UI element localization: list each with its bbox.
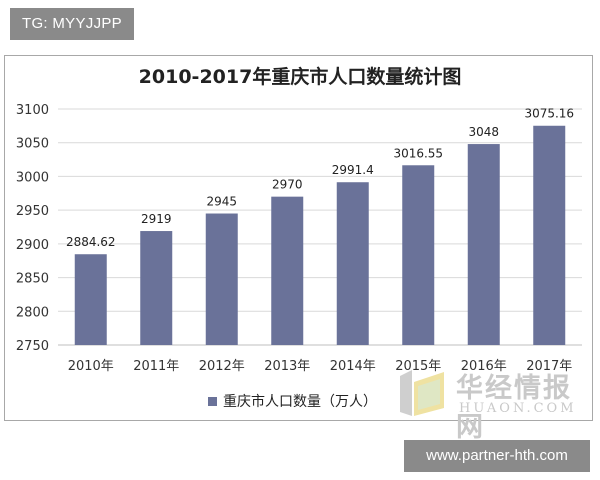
y-tick-label: 3050 [16, 137, 49, 152]
y-tick-label: 3000 [16, 170, 49, 185]
watermark-brand: 华经情报网 [456, 373, 572, 443]
footer-tag: www.partner-hth.com [404, 440, 590, 472]
data-label: 2945 [206, 195, 237, 209]
watermark-domain: HUAON.COM [459, 401, 577, 416]
legend-swatch [208, 396, 217, 406]
chart-title: 2010-2017年重庆市人口数量统计图 [138, 66, 462, 88]
data-label: 2970 [272, 178, 303, 192]
y-tick-label: 2950 [16, 204, 49, 219]
bar [533, 125, 566, 345]
bar [74, 254, 107, 345]
data-label: 2919 [141, 212, 172, 226]
data-label: 2884.62 [66, 235, 116, 249]
bar [336, 182, 369, 345]
bar [402, 165, 435, 345]
x-tick-label: 2016年 [461, 359, 507, 374]
bar [205, 213, 238, 345]
x-tick-label: 2010年 [68, 359, 114, 374]
legend-label: 重庆市人口数量（万人） [223, 394, 377, 410]
huaon-logo-icon [400, 370, 444, 416]
data-label: 3016.55 [393, 146, 443, 160]
data-label: 3048 [468, 125, 499, 139]
x-tick-label: 2014年 [330, 359, 376, 374]
x-tick-label: 2015年 [395, 359, 441, 374]
x-tick-label: 2013年 [264, 359, 310, 374]
legend: 重庆市人口数量（万人） [208, 392, 377, 410]
data-label: 3075.16 [524, 107, 574, 121]
x-tick-label: 2012年 [199, 359, 245, 374]
y-tick-label: 2850 [16, 272, 49, 287]
bar [271, 196, 304, 345]
x-tick-label: 2017年 [526, 359, 572, 374]
y-tick-label: 2750 [16, 339, 49, 354]
x-tick-label: 2011年 [133, 359, 179, 374]
y-tick-label: 2900 [16, 238, 49, 253]
bar [467, 144, 500, 345]
y-tick-label: 2800 [16, 305, 49, 320]
y-tick-label: 3100 [16, 103, 49, 118]
bar [140, 231, 173, 345]
header-tag: TG: MYYJJPP [10, 8, 134, 40]
data-label: 2991.4 [332, 163, 374, 177]
